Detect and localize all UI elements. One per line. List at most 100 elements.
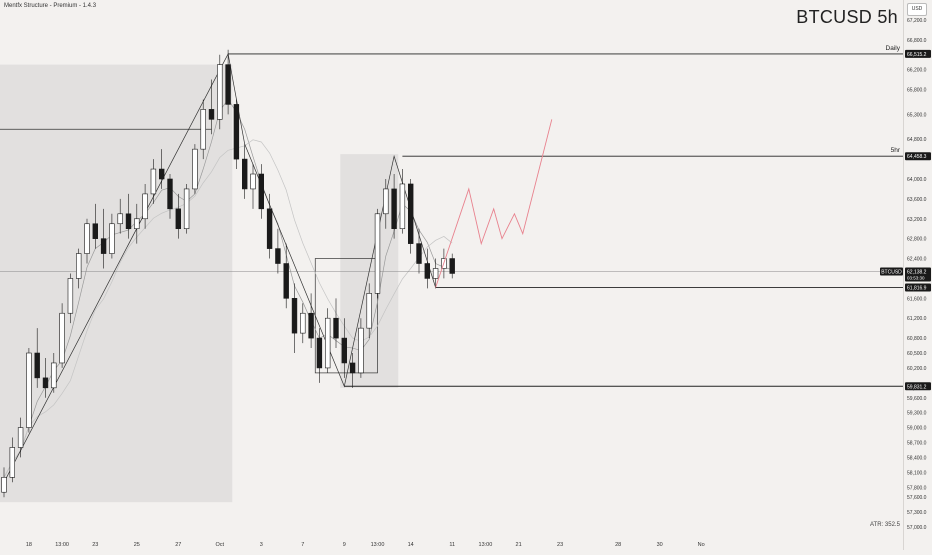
candle-39 [324, 308, 331, 373]
key-levels-layer: Daily 5hr BTCUSD [0, 45, 903, 387]
candle-body-37 [308, 312, 314, 339]
currency-selector[interactable]: USD [907, 3, 927, 16]
candle-31 [258, 164, 264, 219]
candle-0 [1, 467, 7, 498]
current-price-symbol-badge: BTCUSD [880, 267, 903, 276]
candle-body-50 [416, 243, 422, 264]
key-level-price-tag-text-3: 59,831.2 [907, 384, 927, 390]
candle-body-8 [67, 278, 74, 314]
candle-body-14 [117, 213, 123, 225]
candle-body-11 [92, 223, 99, 239]
time-axis: 18 13:00 23 25 27 Oct 3 7 9 13:00 14 11 13:00 21 23 28 3… [26, 542, 705, 548]
candle-body-52 [432, 268, 439, 279]
candle-46 [383, 178, 389, 229]
y-tick-label-17: 62,800.0 [907, 237, 927, 243]
candle-26 [217, 54, 223, 130]
candle-18 [150, 159, 157, 204]
candle-48 [399, 169, 406, 234]
x-tick-label-3: 25 [134, 542, 140, 548]
candle-22 [183, 183, 190, 234]
candle-body-29 [242, 158, 248, 190]
candle-body-20 [167, 178, 173, 210]
candle-12 [100, 208, 107, 269]
moving-average-1 [3, 139, 453, 478]
x-tick-label-0: 18 [26, 542, 32, 548]
candle-body-46 [383, 188, 389, 215]
y-tick-label-6: 58,700.0 [907, 441, 927, 447]
candle-19 [159, 149, 165, 189]
candle-32 [266, 193, 273, 259]
candle-37 [308, 293, 314, 349]
y-tick-label-3: 57,800.0 [907, 485, 927, 491]
y-tick-label-19: 63,600.0 [907, 197, 927, 203]
x-tick-label-11: 11 [449, 542, 455, 548]
key-level-price-tag-text-0: 66,515.2 [907, 52, 927, 58]
x-tick-label-15: 28 [615, 542, 621, 548]
current-price-tag-bg [905, 267, 931, 282]
candle-30 [250, 164, 256, 209]
candle-body-15 [125, 213, 132, 230]
x-tick-label-13: 21 [516, 542, 522, 548]
projection-path [435, 119, 553, 288]
x-tick-label-16: 30 [657, 542, 663, 548]
candle-body-3 [26, 352, 32, 428]
candle-body-27 [225, 64, 231, 105]
candle-body-36 [300, 312, 306, 334]
atr-value: ATR: 352.5 [870, 522, 900, 528]
key-level-price-tag-bg-0 [905, 49, 931, 58]
candle-body-51 [424, 263, 430, 279]
x-tick-label-8: 9 [343, 542, 346, 548]
candle-body-44 [366, 293, 372, 329]
key-level-price-tag-text-1: 64,458.3 [907, 154, 927, 160]
current-price-symbol-badge-bg [880, 267, 903, 276]
y-tick-label-16: 62,400.0 [907, 257, 927, 263]
candles-layer [1, 49, 455, 498]
y-tick-label-12: 60,500.0 [907, 351, 927, 357]
indicator-name[interactable]: Mentfx Structure - Premium - 1.4.3 [4, 3, 97, 9]
candle-body-39 [324, 317, 331, 369]
candle-44 [366, 283, 372, 339]
candle-body-2 [17, 427, 24, 448]
candle-body-33 [275, 248, 281, 264]
candle-50 [416, 228, 422, 274]
candle-body-28 [233, 104, 240, 160]
candle-body-41 [341, 337, 347, 364]
y-tick-label-15: 61,600.0 [907, 296, 927, 302]
candle-body-42 [349, 362, 356, 374]
candle-9 [76, 248, 82, 289]
y-tick-label-9: 59,600.0 [907, 396, 927, 402]
y-tick-label-8: 59,300.0 [907, 411, 927, 417]
candle-16 [134, 203, 140, 244]
candle-27 [225, 49, 231, 115]
y-tick-label-22: 65,300.0 [907, 112, 927, 118]
swing-structure-line [3, 52, 436, 483]
price-axis[interactable]: 57,000.0 57,300.0 57,600.0 57,800.0 58,100.0… [903, 0, 932, 550]
candle-38 [316, 328, 323, 383]
candle-7 [59, 303, 65, 368]
y-tick-label-26: 67,200.0 [907, 18, 927, 24]
candle-body-26 [217, 64, 223, 120]
candle-15 [125, 193, 132, 239]
candle-body-23 [192, 148, 198, 190]
candle-24 [200, 99, 206, 160]
candle-body-43 [358, 327, 364, 374]
candle-body-13 [109, 223, 115, 254]
candle-body-49 [407, 183, 414, 244]
candle-23 [192, 144, 198, 194]
current-price-value: 62,138.2 [907, 270, 927, 276]
candle-body-21 [175, 208, 181, 230]
y-tick-label-21: 64,800.0 [907, 137, 927, 143]
candle-body-24 [200, 109, 206, 150]
x-tick-label-12: 13:00 [479, 542, 493, 548]
candle-body-16 [134, 218, 140, 230]
candle-21 [175, 193, 181, 239]
key-level-price-tag-text-2: 61,816.9 [907, 286, 927, 292]
y-tick-label-4: 58,100.0 [907, 470, 927, 476]
candle-body-7 [59, 312, 65, 364]
zones-layer [0, 64, 399, 503]
y-tick-label-25: 66,800.0 [907, 38, 927, 44]
key-level-price-tag-1: 64,458.3 [905, 152, 931, 161]
zone-0 [0, 64, 233, 503]
